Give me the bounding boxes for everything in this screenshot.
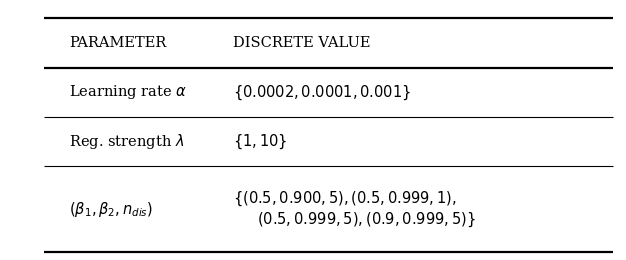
Text: Learning rate $\alpha$: Learning rate $\alpha$ xyxy=(69,83,187,101)
Text: $(\beta_1, \beta_2, n_{dis})$: $(\beta_1, \beta_2, n_{dis})$ xyxy=(69,200,153,219)
Text: $\{1, 10\}$: $\{1, 10\}$ xyxy=(233,133,288,151)
Text: $\{0.0002, 0.0001, 0.001\}$: $\{0.0002, 0.0001, 0.001\}$ xyxy=(233,83,411,101)
Text: $\{(0.5, 0.900, 5), (0.5, 0.999, 1),$: $\{(0.5, 0.900, 5), (0.5, 0.999, 1),$ xyxy=(233,190,457,208)
Text: $(0.5, 0.999, 5), (0.9, 0.999, 5)\}$: $(0.5, 0.999, 5), (0.9, 0.999, 5)\}$ xyxy=(257,211,476,229)
Text: Reg. strength $\lambda$: Reg. strength $\lambda$ xyxy=(69,132,184,151)
Text: DISCRETE VALUE: DISCRETE VALUE xyxy=(233,36,371,50)
Text: PARAMETER: PARAMETER xyxy=(69,36,166,50)
